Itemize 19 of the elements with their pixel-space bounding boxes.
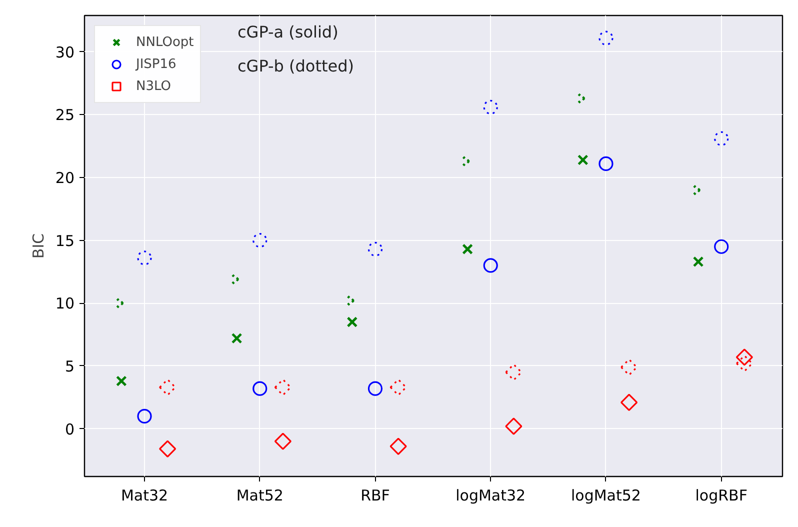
annotation: cGP-b (dotted) [238, 56, 354, 76]
x-tick-label: logMat32 [456, 486, 526, 504]
x-tick-label: Mat32 [120, 486, 168, 504]
y-tick-label: 25 [55, 106, 75, 124]
y-tick-label: 30 [55, 43, 75, 62]
y-tick-label: 15 [55, 232, 75, 250]
y-axis-title: BIC [29, 233, 48, 259]
y-tick-label: 20 [55, 169, 75, 188]
legend-label: NNLOopt [136, 34, 194, 50]
y-tick-label: 0 [64, 420, 75, 438]
x-tick-label: Mat52 [236, 486, 284, 504]
legend-label: JISP16 [136, 56, 176, 72]
x-tick-label: logMat52 [570, 486, 641, 504]
y-tick-label: 10 [55, 294, 75, 313]
y-tick-label: 5 [64, 357, 75, 376]
x-tick-label: RBF [360, 486, 390, 504]
annotation: cGP-a (solid) [238, 22, 338, 42]
legend-label: N3LO [136, 78, 172, 94]
x-tick-label: logRBF [695, 486, 748, 504]
